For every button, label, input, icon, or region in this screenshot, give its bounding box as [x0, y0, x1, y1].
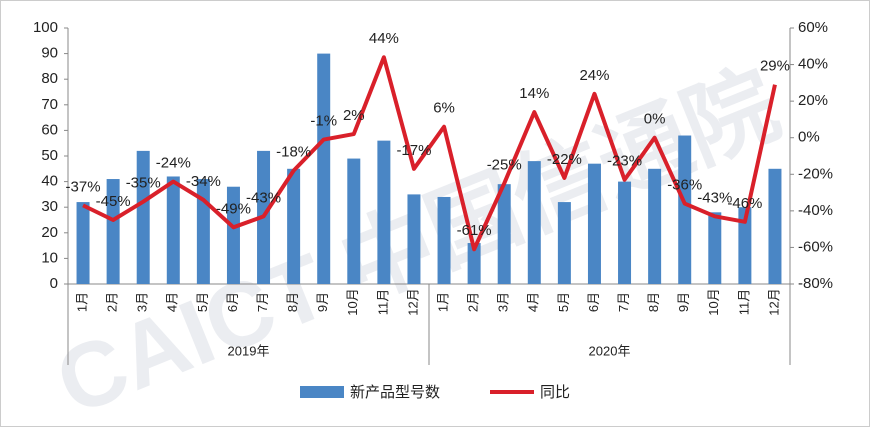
data-label: -17%: [396, 142, 431, 159]
x-tick-label: 12月: [405, 288, 420, 315]
y2-tick-label: -80%: [798, 275, 833, 292]
line: [82, 55, 777, 252]
data-label: -45%: [96, 193, 131, 210]
data-label: -34%: [186, 173, 221, 190]
data-label: -43%: [246, 189, 281, 206]
bar: [678, 135, 692, 284]
data-label: -46%: [727, 195, 762, 212]
bar: [618, 181, 632, 284]
x-tick-label: 5月: [195, 292, 210, 312]
bar: [76, 202, 90, 284]
y-tick-label: 0: [50, 275, 58, 292]
x-tick-label: 2月: [466, 292, 481, 312]
x-tick-label: 8月: [285, 292, 300, 312]
bar: [708, 212, 722, 284]
bar: [106, 179, 120, 284]
bar: [407, 194, 421, 284]
group-label: 2020年: [589, 343, 631, 358]
data-label: -37%: [66, 178, 101, 195]
bar: [497, 184, 511, 284]
data-label: 14%: [519, 85, 549, 102]
y-tick-label: 90: [41, 45, 58, 62]
y2-tick-label: 20%: [798, 92, 828, 109]
bar: [738, 207, 752, 284]
data-label: -49%: [216, 200, 251, 217]
y-tick-label: 80: [41, 70, 58, 87]
data-label: -36%: [667, 177, 702, 194]
y-tick-label: 20: [41, 224, 58, 241]
bar: [648, 168, 662, 284]
data-label: 0%: [644, 111, 666, 128]
x-tick-label: 10月: [345, 288, 360, 315]
data-label: -23%: [607, 153, 642, 170]
legend-swatch: [300, 386, 344, 398]
x-tick-label: 2月: [105, 292, 120, 312]
y2-tick-label: 0%: [798, 129, 820, 146]
y-tick-label: 30: [41, 198, 58, 215]
y2-tick-label: -60%: [798, 238, 833, 255]
bar: [377, 140, 391, 284]
group-label: 2019年: [228, 343, 270, 358]
x-tick-label: 1月: [435, 292, 450, 312]
x-tick-label: 5月: [556, 292, 571, 312]
x-tick-label: 9月: [676, 292, 691, 312]
bar: [287, 168, 301, 284]
bar: [226, 186, 240, 284]
bar: [768, 168, 782, 284]
bar: [347, 158, 361, 284]
y-tick-label: 60: [41, 121, 58, 138]
data-label: -18%: [276, 144, 311, 161]
x-tick-label: 1月: [74, 292, 89, 312]
x-tick-label: 6月: [225, 292, 240, 312]
data-label: 44%: [369, 30, 399, 47]
y-tick-label: 50: [41, 147, 58, 164]
y2-tick-label: 60%: [798, 19, 828, 36]
y2-tick-label: -40%: [798, 202, 833, 219]
y2-tick-label: -20%: [798, 165, 833, 182]
y-tick-label: 100: [33, 19, 58, 36]
x-tick-label: 3月: [496, 292, 511, 312]
data-label: 24%: [579, 67, 609, 84]
x-tick-label: 8月: [646, 292, 661, 312]
y-tick-label: 10: [41, 249, 58, 266]
data-label: -25%: [487, 156, 522, 173]
x-tick-label: 3月: [135, 292, 150, 312]
y-tick-label: 70: [41, 96, 58, 113]
data-label: -1%: [310, 113, 337, 130]
data-label: -61%: [457, 222, 492, 239]
x-tick-label: 7月: [255, 292, 270, 312]
x-tick-label: 12月: [766, 288, 781, 315]
data-label: 6%: [433, 100, 455, 117]
data-label: -43%: [697, 189, 732, 206]
bar: [527, 161, 541, 284]
data-label: 29%: [760, 58, 790, 75]
bar: [587, 163, 601, 284]
y-tick-label: 40: [41, 173, 58, 190]
legend-label: 新产品型号数: [350, 384, 440, 401]
bar: [437, 196, 451, 284]
data-label: -24%: [156, 155, 191, 172]
y2-tick-label: 40%: [798, 56, 828, 73]
x-tick-label: 7月: [616, 292, 631, 312]
bar: [467, 243, 481, 284]
x-tick-label: 9月: [315, 292, 330, 312]
x-tick-label: 4月: [165, 292, 180, 312]
bar: [557, 202, 571, 284]
x-tick-label: 6月: [586, 292, 601, 312]
bar: [136, 150, 150, 284]
x-tick-label: 10月: [706, 288, 721, 315]
data-label: 2%: [343, 107, 365, 124]
x-tick-label: 4月: [526, 292, 541, 312]
x-tick-label: 11月: [375, 289, 390, 316]
x-tick-label: 11月: [736, 289, 751, 316]
data-label: -35%: [126, 175, 161, 192]
bar: [317, 53, 331, 284]
legend-label: 同比: [540, 384, 570, 401]
bar: [166, 176, 180, 284]
data-label: -22%: [547, 151, 582, 168]
